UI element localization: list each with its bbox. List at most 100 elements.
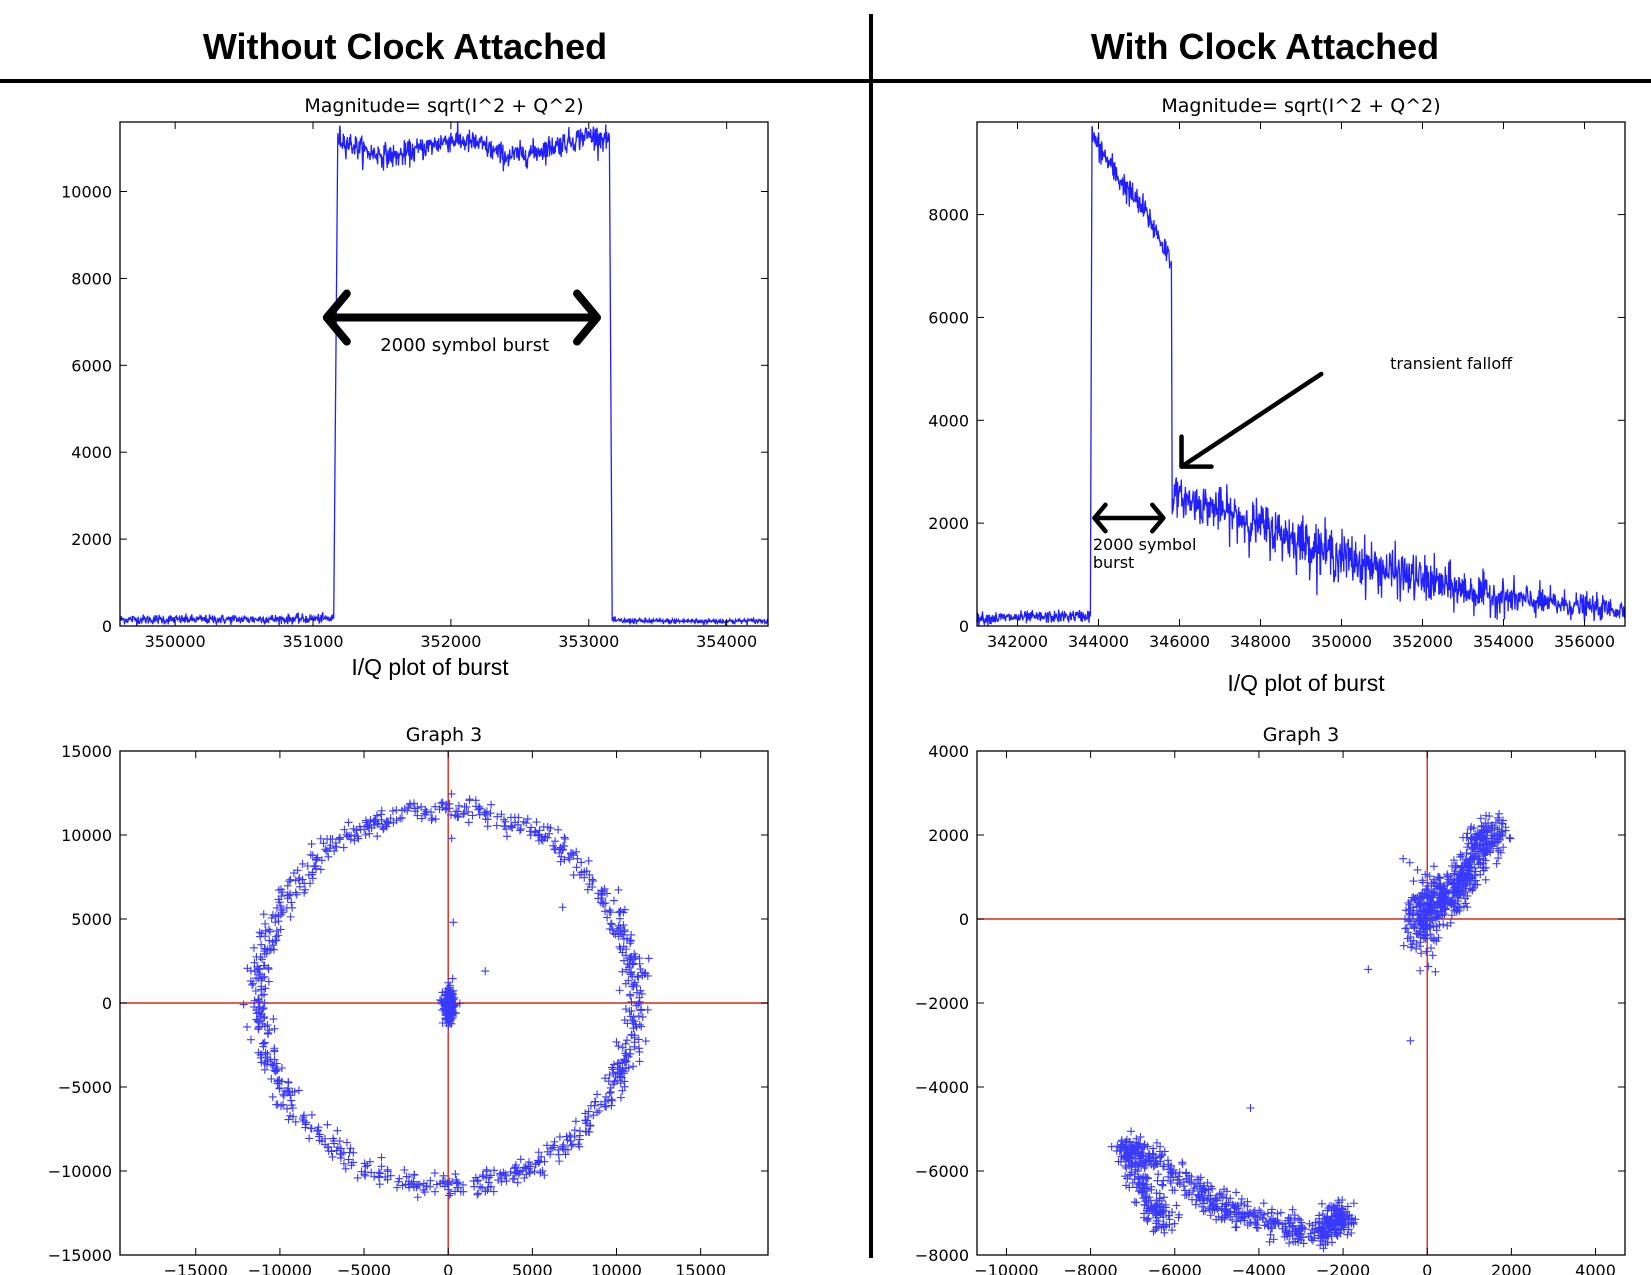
- scatter-point: [246, 977, 255, 986]
- scatter-point: [436, 1179, 445, 1188]
- x-tick-label: −6000: [1148, 1261, 1202, 1275]
- scatter-point: [259, 961, 268, 970]
- scatter-point: [1406, 1036, 1415, 1045]
- scatter-point: [622, 1057, 631, 1066]
- scatter-point: [1404, 906, 1413, 915]
- y-tick-label: 15000: [61, 742, 112, 761]
- scatter-point: [1448, 898, 1457, 907]
- scatter-point: [1300, 1225, 1309, 1234]
- scatter-point: [484, 1178, 493, 1187]
- scatter-point: [1206, 1191, 1215, 1200]
- scatter-point: [260, 999, 269, 1008]
- scatter-point: [550, 1137, 559, 1146]
- scatter-point: [1256, 1209, 1265, 1218]
- scatter-point: [490, 1166, 499, 1175]
- scatter-point: [1463, 903, 1472, 912]
- scatter-point: [1466, 824, 1475, 833]
- scatter-point: [459, 810, 468, 819]
- scatter-point: [373, 811, 382, 820]
- scatter-point: [549, 1141, 558, 1150]
- scatter-point: [276, 925, 285, 934]
- scatter-point: [1423, 908, 1432, 917]
- scatter-point: [264, 1028, 273, 1037]
- scatter-point: [414, 1180, 423, 1189]
- scatter-point: [1222, 1200, 1231, 1209]
- scatter-point: [447, 991, 456, 1000]
- scatter-point: [287, 1101, 296, 1110]
- scatter-point: [1136, 1150, 1145, 1159]
- scatter-point: [626, 970, 635, 979]
- scatter-point: [270, 1055, 279, 1064]
- left-iq-subtitle: I/Q plot of burst: [351, 654, 509, 680]
- scatter-point: [287, 898, 296, 907]
- scatter-point: [438, 798, 447, 807]
- y-tick-label: 5000: [71, 910, 112, 929]
- y-tick-label: 0: [959, 617, 969, 636]
- scatter-point: [1276, 1208, 1285, 1217]
- scatter-point: [1259, 1199, 1268, 1208]
- x-tick-label: 342000: [987, 632, 1048, 651]
- scatter-point: [1476, 829, 1485, 838]
- scatter-point: [430, 1169, 439, 1178]
- scatter-point: [404, 803, 413, 812]
- scatter-point: [607, 1101, 616, 1110]
- scatter-point: [283, 881, 292, 890]
- scatter-point: [618, 967, 627, 976]
- scatter-point: [593, 1108, 602, 1117]
- scatter-point: [1267, 1208, 1276, 1217]
- scatter-point: [455, 999, 464, 1008]
- scatter-point: [570, 1133, 579, 1141]
- scatter-point: [285, 891, 294, 900]
- scatter-point: [274, 886, 283, 895]
- scatter-point: [443, 1179, 452, 1188]
- scatter-point: [1151, 1153, 1160, 1162]
- scatter-point: [497, 810, 506, 819]
- scatter-point: [512, 1168, 521, 1177]
- scatter-point: [1163, 1156, 1172, 1165]
- scatter-point: [300, 1111, 309, 1120]
- scatter-point: [597, 886, 606, 895]
- scatter-point: [369, 817, 378, 826]
- scatter-point: [481, 1187, 490, 1196]
- scatter-point: [1144, 1214, 1153, 1223]
- scatter-point: [354, 834, 363, 843]
- scatter-point: [1435, 910, 1444, 919]
- scatter-point: [633, 972, 642, 981]
- scatter-point: [1424, 902, 1433, 911]
- scatter-point: [601, 907, 610, 916]
- y-tick-label: 4000: [71, 443, 112, 462]
- scatter-point: [1117, 1146, 1126, 1155]
- scatter-point: [426, 1176, 435, 1185]
- scatter-point: [1431, 967, 1440, 976]
- scatter-point: [254, 1017, 263, 1026]
- scatter-point: [1422, 947, 1431, 956]
- plot-frame: [976, 121, 1626, 627]
- scatter-point: [1432, 922, 1441, 931]
- scatter-point: [271, 936, 280, 945]
- scatter-point: [446, 1014, 455, 1023]
- scatter-point: [1450, 879, 1459, 888]
- scatter-point: [1402, 924, 1411, 933]
- x-tick-label: −4000: [1232, 1261, 1286, 1275]
- scatter-point: [277, 885, 286, 894]
- scatter-point: [1461, 899, 1470, 908]
- scatter-point: [616, 1093, 625, 1102]
- scatter-point: [1447, 911, 1456, 920]
- x-tick-label: 350000: [145, 632, 206, 651]
- scatter-point: [1430, 888, 1439, 897]
- scatter-point: [402, 1172, 411, 1181]
- scatter-point: [548, 1143, 557, 1152]
- scatter-point: [441, 805, 450, 814]
- scatter-point: [1418, 876, 1427, 885]
- scatter-point: [1318, 1224, 1327, 1233]
- scatter-point: [621, 1049, 630, 1058]
- scatter-point: [1288, 1205, 1297, 1214]
- scatter-point: [1296, 1229, 1305, 1238]
- scatter-point: [1443, 870, 1452, 879]
- scatter-point: [601, 899, 610, 907]
- scatter-point: [442, 988, 451, 997]
- scatter-point: [323, 1143, 332, 1152]
- scatter-point: [1485, 812, 1494, 821]
- scatter-point: [428, 814, 437, 823]
